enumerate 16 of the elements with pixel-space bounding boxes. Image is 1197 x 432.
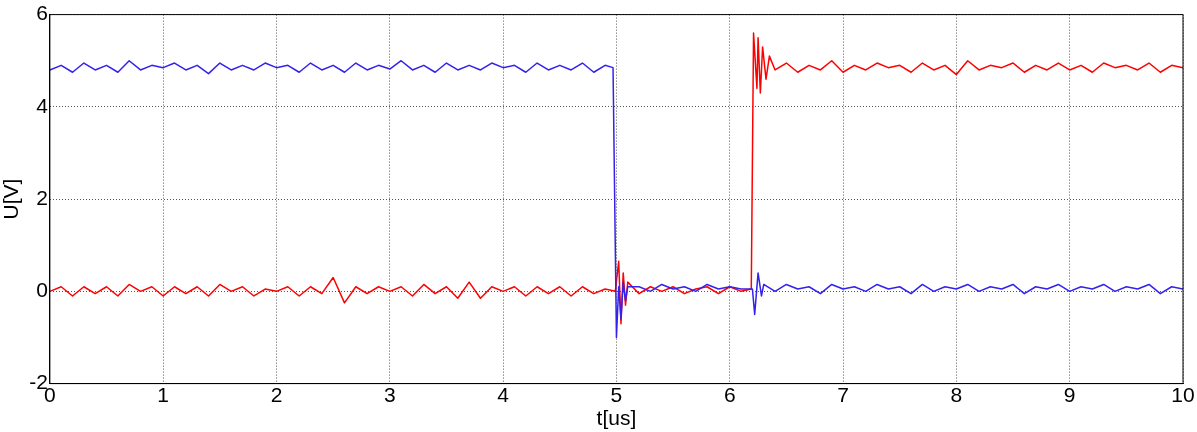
x-tick-label: 4 xyxy=(497,383,510,406)
x-axis-title: t[us] xyxy=(596,406,637,430)
y-tick-label: 2 xyxy=(36,185,48,209)
x-tick-label: 7 xyxy=(837,383,849,406)
x-tick-label: 3 xyxy=(383,383,396,406)
y-axis-title: U[V] xyxy=(0,178,23,220)
x-tick-label: 5 xyxy=(610,383,623,406)
y-tick-label: 4 xyxy=(36,93,49,117)
x-tick-label: 2 xyxy=(270,383,283,406)
x-tick-label: 8 xyxy=(950,383,963,406)
x-tick-label: 6 xyxy=(723,383,736,406)
x-tick-label: 9 xyxy=(1063,383,1076,406)
x-tick-label: 1 xyxy=(157,383,170,406)
y-tick-label: 6 xyxy=(36,1,48,25)
x-tick-label: 10 xyxy=(1171,383,1195,406)
y-tick-label: 0 xyxy=(36,278,48,302)
